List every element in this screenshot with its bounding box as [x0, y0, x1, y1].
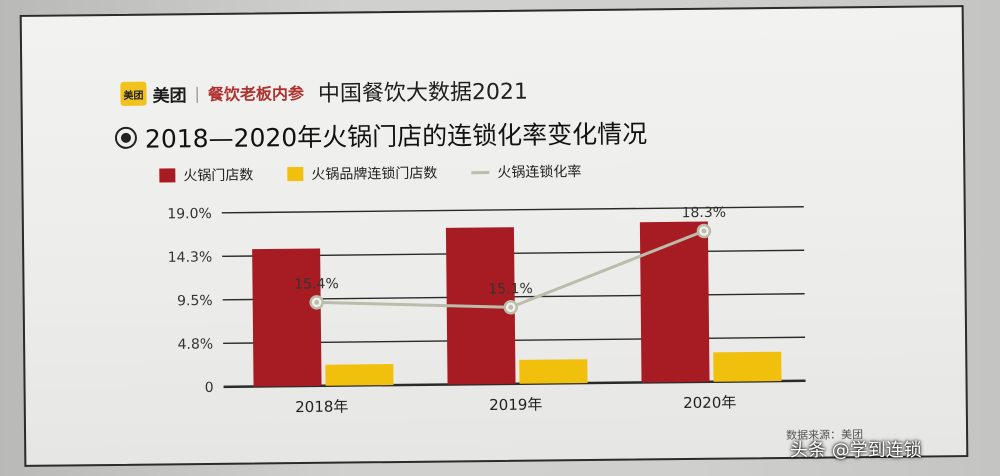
rate-data-label: 15.4% — [294, 276, 339, 292]
rate-point-center — [314, 299, 320, 305]
bar-store-count — [639, 221, 710, 383]
y-tick-label: 0 — [205, 380, 214, 396]
printed-page: 美团 美团 | 餐饮老板内参 中国餐饮大数据2021 2018—2020年火锅门… — [19, 5, 969, 467]
rate-data-label: 15.1% — [488, 281, 533, 297]
y-tick-label: 19.0% — [167, 206, 212, 222]
rate-point-center — [508, 304, 514, 310]
chart-plot: 0 4.8% 9.5% 14.3% 19.0% 2018年 2019年 2020年 15.4% 1… — [167, 205, 806, 417]
bar-chain-store-count — [713, 351, 782, 382]
bar-chain-store-count — [325, 363, 394, 386]
y-tick-label: 14.3% — [168, 249, 213, 265]
gridline — [221, 206, 804, 214]
x-tick-label: 2020年 — [683, 393, 736, 412]
y-tick-label: 4.8% — [177, 336, 213, 352]
y-tick-label: 9.5% — [177, 293, 213, 309]
bar-chain-store-count — [519, 359, 588, 384]
watermark: 头条 @学到连锁 — [790, 440, 922, 461]
bar-store-count — [252, 248, 322, 387]
x-tick-label: 2018年 — [295, 398, 348, 417]
rate-data-label: 18.3% — [681, 205, 726, 221]
rate-point-center — [701, 228, 707, 234]
x-tick-label: 2019年 — [489, 396, 542, 415]
